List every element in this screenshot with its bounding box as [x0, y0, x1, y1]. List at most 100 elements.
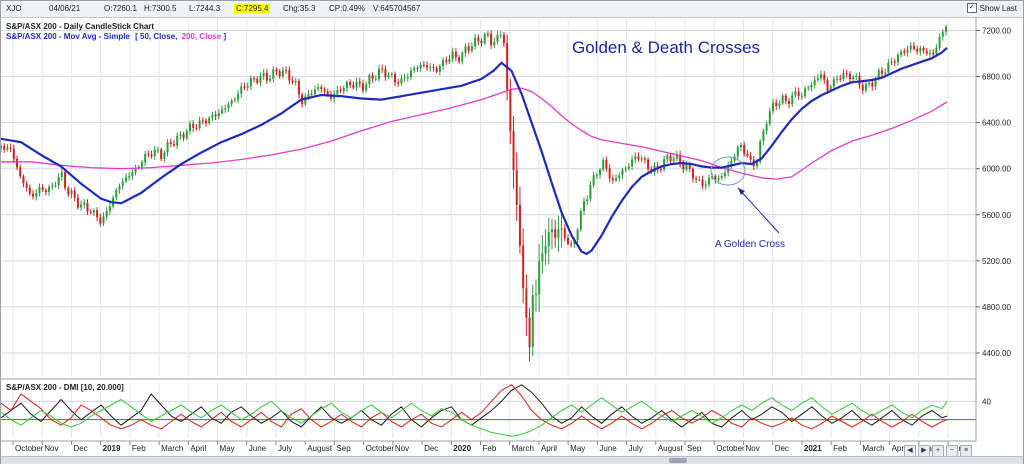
volume-value: V:645704567	[373, 4, 421, 13]
candle-up	[615, 178, 618, 181]
candle-down	[89, 211, 92, 213]
candle-up	[102, 216, 105, 224]
candle-up	[355, 81, 358, 88]
x-tick-label: Feb	[483, 444, 497, 453]
scrollbar-thumb[interactable]	[669, 458, 687, 463]
candle-up	[461, 52, 464, 62]
candle-down	[637, 156, 640, 160]
candle-up	[791, 95, 794, 104]
candle-down	[880, 70, 883, 74]
candle-down	[297, 81, 300, 95]
candle-down	[512, 131, 515, 171]
candle-down	[611, 178, 614, 181]
dmi-series-0	[1, 384, 948, 428]
candle-up	[92, 210, 95, 213]
candle-down	[608, 168, 611, 179]
annotation-arrow	[737, 187, 780, 234]
candle-up	[281, 70, 284, 77]
candle-down	[358, 81, 361, 84]
candle-down	[44, 190, 47, 193]
candle-up	[246, 86, 249, 88]
candle-up	[900, 51, 903, 55]
candle-up	[269, 78, 272, 81]
candle-down	[86, 202, 89, 212]
candle-up	[70, 190, 73, 195]
candle-up	[772, 102, 775, 112]
candle-down	[691, 168, 694, 179]
candle-up	[723, 172, 726, 177]
candle-up	[390, 74, 393, 76]
candle-up	[124, 177, 127, 182]
candle-up	[672, 158, 675, 162]
x-tick-label: Feb	[132, 444, 146, 453]
candle-up	[896, 54, 899, 63]
zoom-out-button[interactable]: −	[946, 445, 958, 457]
candle-down	[397, 82, 400, 84]
dmi-series-2	[1, 397, 948, 437]
candle-up	[237, 93, 240, 100]
candle-up	[602, 159, 605, 170]
legend-ma-short: 50, Close,	[140, 32, 177, 41]
candle-up	[906, 49, 909, 53]
show-last-checkbox[interactable]: ✓	[966, 3, 977, 13]
x-tick-label: May	[570, 444, 585, 453]
x-tick-label: October	[716, 444, 745, 453]
candle-down	[554, 229, 557, 238]
candle-down	[486, 33, 489, 35]
candle-up	[403, 77, 406, 79]
candle-up	[739, 144, 742, 148]
candle-up	[884, 72, 887, 74]
show-last-toggle[interactable]: ✓ Show Last	[966, 3, 1017, 13]
candle-down	[826, 80, 829, 91]
x-tick-label: Feb	[833, 444, 847, 453]
candle-down	[323, 88, 326, 92]
candle-down	[19, 167, 22, 177]
candle-up	[429, 66, 432, 68]
x-tick-label: July	[278, 444, 292, 453]
x-tick-label: March	[161, 444, 183, 453]
legend-title: S&P/ASX 200 - Daily CandleStick Chart	[6, 22, 154, 31]
candle-down	[848, 73, 851, 79]
candle-down	[147, 154, 150, 156]
open-value: O:7260.1	[104, 4, 137, 13]
candle-up	[406, 77, 409, 79]
candle-down	[490, 33, 493, 46]
date-label: 04/06/21	[49, 4, 81, 13]
candle-up	[115, 189, 118, 198]
candle-down	[688, 164, 691, 169]
change-value: Chg:35.3	[283, 4, 316, 13]
x-tick-label: March	[862, 444, 884, 453]
chart-title: Golden & Death Crosses	[572, 38, 760, 57]
candle-up	[374, 78, 377, 80]
candle-down	[205, 120, 208, 124]
candle-up	[470, 46, 473, 51]
y-tick-label: 5600.00	[982, 211, 1011, 220]
candle-up	[765, 123, 768, 131]
candle-up	[262, 72, 265, 76]
horizontal-scrollbar[interactable]	[1, 456, 1023, 464]
candle-up	[634, 156, 637, 160]
candle-down	[3, 145, 6, 150]
candle-up	[599, 169, 602, 176]
candle-down	[528, 317, 531, 348]
candle-up	[57, 177, 60, 186]
candle-up	[534, 293, 537, 296]
candle-up	[663, 159, 666, 170]
candle-down	[12, 148, 15, 159]
y-tick-label: 4800.00	[982, 303, 1011, 312]
candle-down	[432, 66, 435, 69]
candle-up	[121, 181, 124, 187]
candle-up	[877, 70, 880, 79]
candle-down	[775, 102, 778, 107]
candle-up	[368, 75, 371, 85]
candle-up	[294, 81, 297, 83]
candle-up	[83, 202, 86, 205]
candle-down	[458, 57, 461, 62]
candle-up	[717, 177, 720, 180]
scroll-right-button[interactable]: ▶	[918, 445, 930, 457]
candle-up	[579, 211, 582, 230]
date-axis: October Nov Dec 2019 Feb March April May June Jul…	[1, 440, 976, 453]
x-tick-label: April	[190, 444, 206, 453]
candle-down	[275, 69, 278, 72]
chart-plot[interactable]: 7200.00 6800.00 6400.00 6000.00 5600.00 5200.…	[1, 1, 1023, 456]
